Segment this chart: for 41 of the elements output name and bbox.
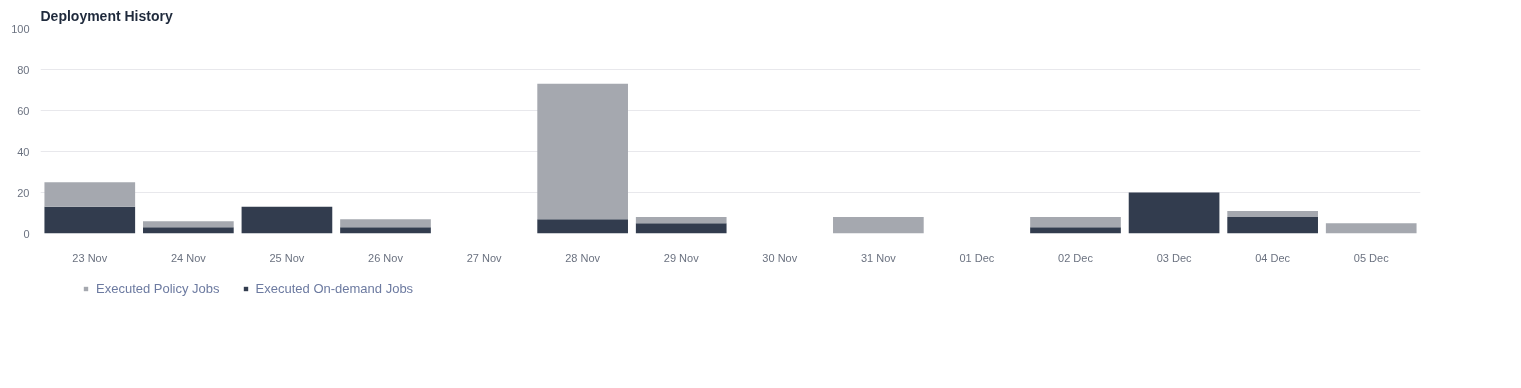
x-tick-label: 01 Dec xyxy=(959,251,995,264)
bar xyxy=(44,206,136,234)
bar xyxy=(1030,227,1121,234)
x-tick-label: 03 Dec xyxy=(1156,251,1192,264)
bar xyxy=(340,219,431,228)
y-tick-label: 100 xyxy=(11,22,30,35)
bar xyxy=(143,227,234,234)
y-tick-label: 0 xyxy=(23,227,30,240)
x-tick-label: 04 Dec xyxy=(1255,251,1291,264)
bar xyxy=(1325,223,1417,234)
bar xyxy=(44,182,136,207)
bar xyxy=(537,83,628,220)
bar xyxy=(635,223,727,234)
bar xyxy=(1227,217,1318,234)
bar xyxy=(1227,210,1318,218)
x-tick-label: 02 Dec xyxy=(1058,251,1094,264)
x-tick-label: 23 Nov xyxy=(72,251,108,264)
bar xyxy=(340,227,431,234)
x-tick-label: 25 Nov xyxy=(269,251,305,264)
y-tick-label: 20 xyxy=(17,186,30,199)
x-tick-label: 26 Nov xyxy=(368,251,404,264)
x-tick-label: 05 Dec xyxy=(1353,251,1390,264)
y-tick-label: 40 xyxy=(17,145,30,158)
legend-label: Executed Policy Jobs xyxy=(96,281,220,296)
bar xyxy=(833,217,924,234)
bar xyxy=(241,206,333,234)
bar xyxy=(1128,192,1220,234)
x-tick-label: 24 Nov xyxy=(170,251,207,264)
bar xyxy=(143,221,234,228)
x-tick-label: 29 Nov xyxy=(663,251,700,264)
x-tick-label: 30 Nov xyxy=(762,251,798,264)
bar xyxy=(635,217,727,224)
x-tick-label: 31 Nov xyxy=(860,251,897,264)
x-tick-label: 28 Nov xyxy=(565,251,601,264)
legend-label: Executed On-demand Jobs xyxy=(255,281,414,296)
chart-title: Deployment History xyxy=(40,7,173,24)
y-tick-label: 60 xyxy=(17,104,30,117)
y-tick-label: 80 xyxy=(17,63,30,76)
x-tick-label: 27 Nov xyxy=(466,251,502,264)
bar xyxy=(537,219,628,234)
bar xyxy=(1030,217,1121,228)
